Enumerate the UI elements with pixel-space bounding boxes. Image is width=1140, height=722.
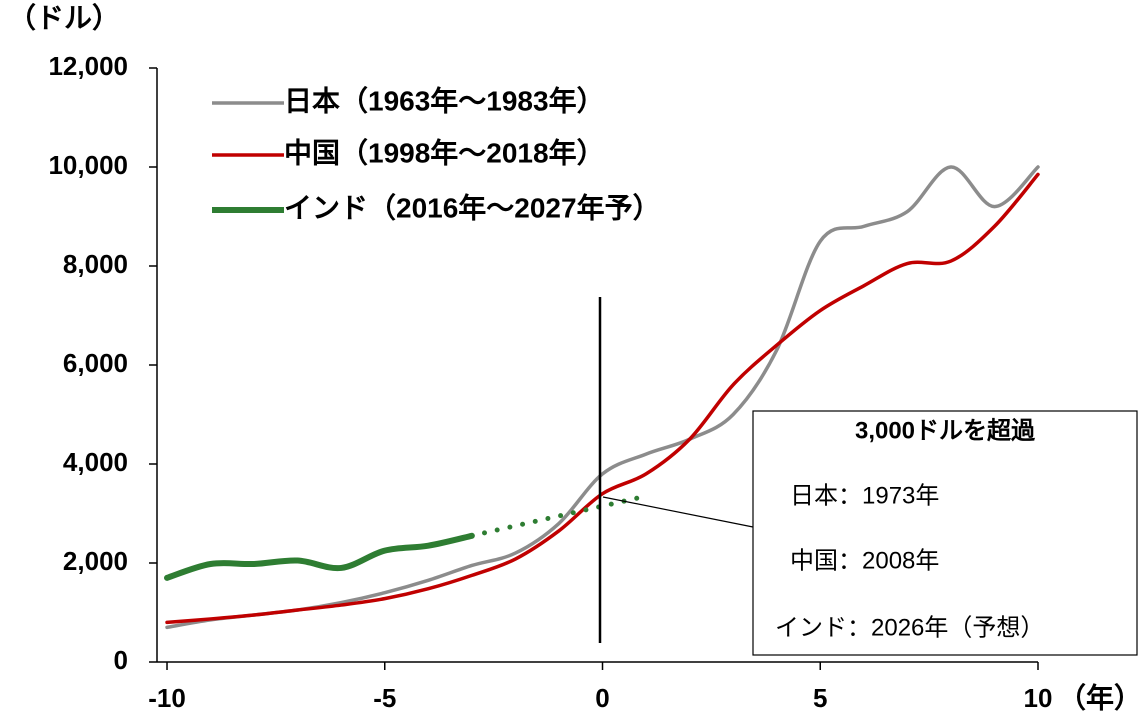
x-tick-label: 10 (1024, 683, 1053, 713)
y-tick-label: 4,000 (63, 447, 128, 477)
annotation-box (752, 410, 1138, 656)
legend-label: 日本（1963年～1983年） (284, 84, 605, 116)
legend-label: 中国（1998年～2018年） (284, 136, 605, 168)
annotation-text: 中国：2008年 (790, 547, 939, 574)
annotation-text: インド：2026年（予想） (775, 614, 1044, 641)
y-tick-label: 6,000 (63, 348, 128, 378)
series-line (165, 172, 1040, 625)
forecast-line (469, 493, 649, 539)
legend-label: インド（2016年～2027年予） (284, 191, 661, 223)
y-unit: （ドル） (8, 1, 120, 33)
y-tick-label: 8,000 (63, 249, 128, 279)
y-tick-label: 0 (114, 645, 128, 675)
x-tick-label: -10 (148, 683, 186, 713)
x-unit: （年） (1058, 681, 1140, 713)
x-tick-label: 0 (595, 683, 609, 713)
leader-line (602, 496, 754, 528)
annotation-title: 3,000ドルを超過 (855, 417, 1036, 444)
x-tick-label: -5 (373, 683, 396, 713)
y-tick-label: 2,000 (63, 546, 128, 576)
x-tick-label: 5 (813, 683, 827, 713)
y-tick-label: 12,000 (48, 51, 128, 81)
y-tick-label: 10,000 (48, 150, 128, 180)
series-line (164, 532, 475, 581)
annotation-text: 日本：1973年 (790, 482, 939, 509)
